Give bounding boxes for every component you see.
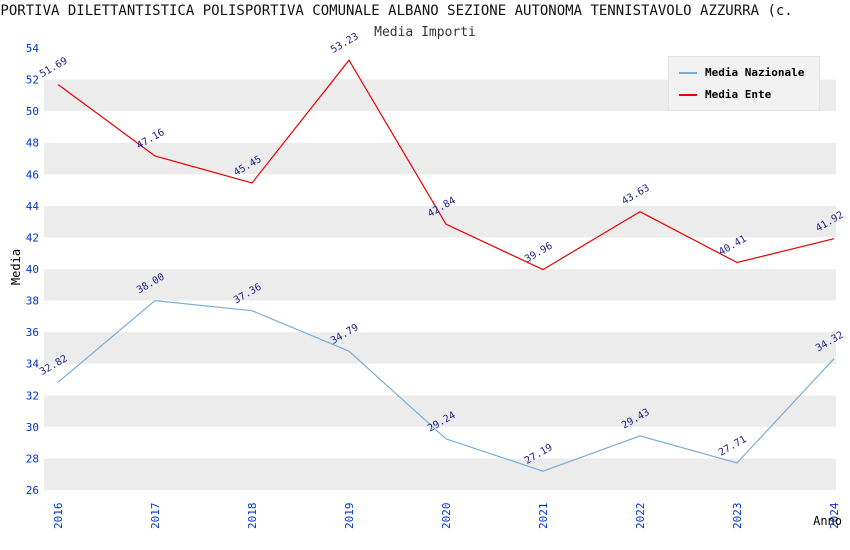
x-axis-label: Anno xyxy=(813,514,842,528)
series-line-media-ente xyxy=(57,59,835,271)
y-axis-label: Media xyxy=(9,248,23,286)
plot-band xyxy=(44,269,836,301)
plot-band xyxy=(44,237,836,269)
plot-band xyxy=(44,300,836,333)
x-tick-label: 2023 xyxy=(731,503,744,530)
x-tick-label: 2020 xyxy=(440,503,453,530)
plot-band xyxy=(44,142,836,175)
x-tick-label: 2021 xyxy=(537,503,550,530)
plot-band xyxy=(44,174,836,206)
plot-band xyxy=(44,205,836,238)
y-tick-label: 32 xyxy=(26,389,39,402)
series-line-media-nazionale xyxy=(57,299,835,472)
y-tick-label: 54 xyxy=(26,42,40,55)
y-tick-label: 46 xyxy=(26,168,39,181)
y-tick-label: 44 xyxy=(26,200,40,213)
plot-band xyxy=(44,458,836,490)
chart-title: SPORTIVA DILETTANTISTICA POLISPORTIVA CO… xyxy=(0,3,793,19)
y-tick-label: 28 xyxy=(26,452,39,465)
y-tick-label: 40 xyxy=(26,263,39,276)
x-tick-label: 2019 xyxy=(343,503,356,530)
plot-band xyxy=(44,426,836,459)
legend-item-media-nazionale: Media Nazionale xyxy=(679,66,809,79)
legend-item-media-ente: Media Ente xyxy=(679,88,809,101)
plot-band xyxy=(44,332,836,364)
legend-line-sample xyxy=(679,93,697,96)
x-tick-label: 2024 xyxy=(828,502,841,529)
y-tick-label: 26 xyxy=(26,484,39,497)
y-tick-label: 42 xyxy=(26,231,39,244)
legend-label: Media Nazionale xyxy=(705,66,805,79)
y-tick-label: 36 xyxy=(26,326,39,339)
plot-band xyxy=(44,111,836,143)
y-tick-label: 38 xyxy=(26,295,39,308)
chart-legend: Media Nazionale Media Ente xyxy=(668,56,820,111)
legend-line-sample xyxy=(679,71,697,74)
plot-band xyxy=(44,363,836,396)
plot-band xyxy=(44,395,836,427)
y-tick-label: 48 xyxy=(26,137,39,150)
x-tick-label: 2022 xyxy=(634,503,647,530)
y-tick-label: 52 xyxy=(26,74,39,87)
legend-label: Media Ente xyxy=(705,88,772,101)
chart-subtitle: Media Importi xyxy=(374,25,476,40)
y-tick-label: 34 xyxy=(26,358,40,371)
y-tick-label: 50 xyxy=(26,105,39,118)
x-tick-label: 2017 xyxy=(149,503,162,530)
y-tick-label: 30 xyxy=(26,421,39,434)
x-tick-label: 2018 xyxy=(246,503,259,530)
x-tick-label: 2016 xyxy=(52,503,65,530)
